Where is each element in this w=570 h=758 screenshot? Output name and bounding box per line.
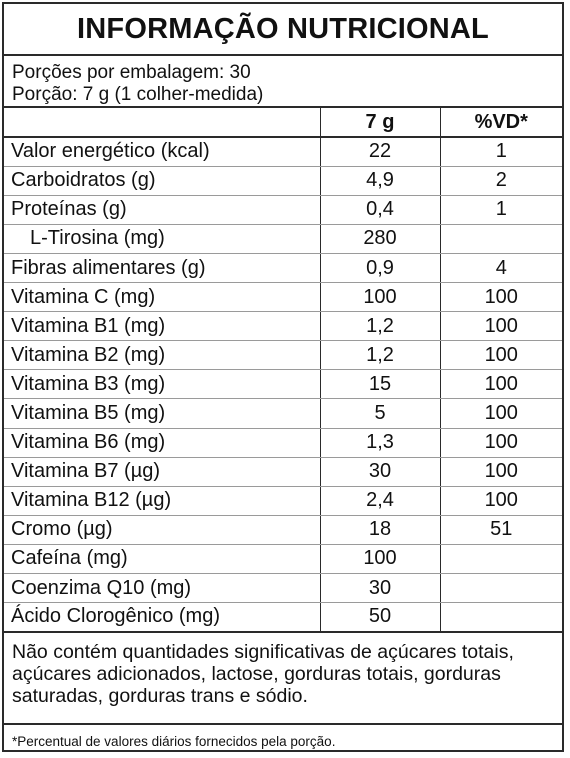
footnote: *Percentual de valores diários fornecido… — [12, 733, 336, 749]
nutrient-vd: 100 — [439, 428, 562, 458]
nutrient-name: Cromo (µg) — [4, 515, 320, 545]
nutrient-name: Proteínas (g) — [4, 195, 320, 225]
nutrient-vd — [439, 573, 562, 604]
nutrient-name: L-Tirosina (mg) — [4, 224, 320, 254]
nutrient-name: Carboidratos (g) — [4, 166, 320, 196]
table-row: Ácido Clorogênico (mg) 50 — [4, 602, 562, 633]
nutrient-vd — [439, 602, 562, 633]
nutrient-name: Ácido Clorogênico (mg) — [4, 602, 320, 633]
nutrient-vd: 100 — [439, 311, 562, 342]
nutrient-name: Vitamina B1 (mg) — [4, 311, 320, 342]
table-row: Cafeína (mg) 100 — [4, 544, 562, 575]
nutrient-name: Fibras alimentares (g) — [4, 253, 320, 284]
table-row: Valor energético (kcal) 22 1 — [4, 137, 562, 167]
nutrition-table: 7 g %VD* Valor energético (kcal) 22 1 Carbo… — [4, 108, 562, 633]
nutrient-amount: 100 — [319, 544, 440, 575]
table-row: Cromo (µg) 18 51 — [4, 515, 562, 545]
nutrient-name: Vitamina C (mg) — [4, 282, 320, 313]
nutrient-vd — [439, 224, 562, 254]
nutrient-vd: 100 — [439, 340, 562, 371]
nutrient-amount: 15 — [319, 369, 440, 400]
table-row: Vitamina B5 (mg) 5 100 — [4, 398, 562, 429]
nutrient-name: Vitamina B3 (mg) — [4, 369, 320, 400]
nutrient-amount: 1,2 — [319, 340, 440, 371]
nutrient-amount: 22 — [319, 137, 440, 167]
nutrient-name: Cafeína (mg) — [4, 544, 320, 575]
nutrient-vd: 100 — [439, 282, 562, 313]
nutrient-vd: 51 — [439, 515, 562, 545]
nutrient-vd: 2 — [439, 166, 562, 196]
column-header-amount: 7 g — [319, 108, 440, 139]
nutrient-amount: 30 — [319, 457, 440, 487]
nutrient-amount: 30 — [319, 573, 440, 604]
nutrient-amount: 4,9 — [319, 166, 440, 196]
table-header-row: 7 g %VD* — [4, 108, 562, 139]
nutrient-amount: 50 — [319, 602, 440, 633]
servings-per-package: Porções por embalagem: 30 — [12, 62, 251, 83]
table-row: Proteínas (g) 0,4 1 — [4, 195, 562, 225]
column-header-vd: %VD* — [439, 108, 562, 139]
table-row: Vitamina B1 (mg) 1,2 100 — [4, 311, 562, 342]
nutrient-amount: 100 — [319, 282, 440, 313]
nutrient-amount: 0,9 — [319, 253, 440, 284]
nutrient-amount: 280 — [319, 224, 440, 254]
nutrient-vd: 100 — [439, 486, 562, 516]
table-row: Vitamina B6 (mg) 1,3 100 — [4, 428, 562, 458]
nutrient-vd: 100 — [439, 398, 562, 429]
serving-size: Porção: 7 g (1 colher-medida) — [12, 84, 264, 105]
nutrient-vd: 1 — [439, 195, 562, 225]
nutrient-vd: 100 — [439, 457, 562, 487]
nutrient-vd: 4 — [439, 253, 562, 284]
table-row: Fibras alimentares (g) 0,9 4 — [4, 253, 562, 284]
panel-title: INFORMAÇÃO NUTRICIONAL — [4, 4, 562, 56]
nutrient-name: Vitamina B12 (µg) — [4, 486, 320, 516]
nutrient-vd: 100 — [439, 369, 562, 400]
table-row: Vitamina B7 (µg) 30 100 — [4, 457, 562, 487]
nutrient-name: Valor energético (kcal) — [4, 137, 320, 167]
nutrient-vd: 1 — [439, 137, 562, 167]
table-row: Vitamina B3 (mg) 15 100 — [4, 369, 562, 400]
table-row: Vitamina C (mg) 100 100 — [4, 282, 562, 313]
nutrient-name: Coenzima Q10 (mg) — [4, 573, 320, 604]
nutrient-name: Vitamina B7 (µg) — [4, 457, 320, 487]
nutrient-name: Vitamina B5 (mg) — [4, 398, 320, 429]
nutrient-name: Vitamina B6 (mg) — [4, 428, 320, 458]
table-row: Carboidratos (g) 4,9 2 — [4, 166, 562, 196]
nutrient-name: Vitamina B2 (mg) — [4, 340, 320, 371]
table-row: Vitamina B12 (µg) 2,4 100 — [4, 486, 562, 516]
nutrient-amount: 1,3 — [319, 428, 440, 458]
nutrient-amount: 18 — [319, 515, 440, 545]
nutrient-amount: 1,2 — [319, 311, 440, 342]
nutrient-amount: 2,4 — [319, 486, 440, 516]
disclaimer-note: Não contém quantidades significativas de… — [4, 633, 562, 725]
column-header-name — [4, 108, 320, 139]
nutrition-facts-panel: INFORMAÇÃO NUTRICIONAL Porções por embal… — [2, 2, 564, 752]
table-row: Vitamina B2 (mg) 1,2 100 — [4, 340, 562, 371]
nutrient-vd — [439, 544, 562, 575]
serving-info: Porções por embalagem: 30 Porção: 7 g (1… — [4, 56, 562, 108]
nutrient-amount: 0,4 — [319, 195, 440, 225]
table-row: L-Tirosina (mg) 280 — [4, 224, 562, 254]
nutrient-amount: 5 — [319, 398, 440, 429]
table-row: Coenzima Q10 (mg) 30 — [4, 573, 562, 604]
